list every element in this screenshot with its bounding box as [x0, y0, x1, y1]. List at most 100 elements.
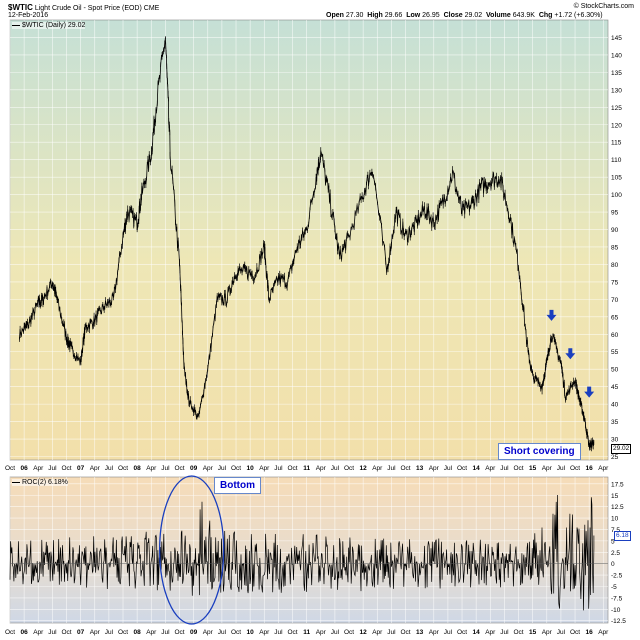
price-x-tick-label: 09 [190, 465, 198, 472]
roc-y-tick-label: 17.5 [611, 481, 624, 488]
price-x-tick-label: Oct [457, 465, 467, 472]
price-y-tick-label: 145 [611, 35, 622, 42]
price-x-ticks: Oct 06 Apr Jul Oct 07 Apr Jul Oct 08 Apr Jul Oct 09 Ap… [5, 465, 609, 472]
roc-x-tick-label: Oct [61, 629, 71, 636]
price-x-tick-label: 10 [247, 465, 255, 472]
roc-x-tick-label: Oct [400, 629, 410, 636]
price-legend-text: $WTIC (Daily) 29.02 [21, 22, 86, 29]
volume-value: 643.9K [512, 12, 535, 19]
roc-x-tick-label: Oct [513, 629, 523, 636]
roc-x-tick-label: 08 [134, 629, 142, 636]
price-x-tick-label: Apr [259, 465, 270, 472]
price-x-tick-label: Apr [429, 465, 440, 472]
roc-x-tick-label: 12 [360, 629, 368, 636]
price-x-tick-label: Oct [570, 465, 580, 472]
roc-y-tick-label: -2.5 [611, 573, 623, 580]
price-x-tick-label: Jul [218, 465, 227, 472]
roc-last-value: 6.18 [614, 531, 631, 541]
price-x-tick-label: Jul [48, 465, 57, 472]
price-x-tick-label: Apr [146, 465, 157, 472]
price-noise [19, 36, 595, 452]
roc-y-tick-label: 10 [611, 516, 619, 523]
price-x-tick-label: Apr [542, 465, 553, 472]
price-x-tick-label: Oct [174, 465, 184, 472]
roc-x-tick-label: 13 [416, 629, 424, 636]
price-y-tick-label: 75 [611, 279, 619, 286]
roc-x-tick-label: Apr [598, 629, 609, 636]
price-legend: $WTIC (Daily) 29.02 [12, 22, 86, 29]
roc-x-tick-label: 06 [21, 629, 29, 636]
price-y-tick-label: 90 [611, 227, 619, 234]
roc-x-tick-label: Jul [161, 629, 170, 636]
roc-x-tick-label: Apr [33, 629, 44, 636]
roc-x-tick-label: Apr [146, 629, 157, 636]
price-x-tick-label: Apr [485, 465, 496, 472]
roc-y-tick-label: 12.5 [611, 504, 624, 511]
roc-line [9, 494, 595, 611]
price-y-tick-label: 85 [611, 244, 619, 251]
price-x-tick-label: Jul [557, 465, 566, 472]
price-y-ticks: 25 30 35 40 45 50 55 60 65 70 75 80 85 90 95 100 105 110 1… [611, 35, 622, 461]
price-y-tick-label: 65 [611, 314, 619, 321]
roc-x-tick-label: Oct [118, 629, 128, 636]
roc-x-tick-label: Jul [500, 629, 509, 636]
roc-y-tick-label: -5 [611, 584, 617, 591]
roc-y-tick-label: -12.5 [611, 618, 626, 625]
price-x-tick-label: Jul [274, 465, 283, 472]
open-value: 27.30 [345, 12, 364, 19]
roc-legend-text: ROC(2) 6.18% [21, 479, 68, 486]
price-x-tick-label: Oct [5, 465, 15, 472]
roc-x-tick-label: 10 [247, 629, 255, 636]
low-label: Low [406, 12, 421, 19]
high-label: High [367, 12, 383, 19]
price-x-tick-label: Jul [105, 465, 114, 472]
roc-y-tick-label: 15 [611, 493, 619, 500]
roc-x-tick-label: Jul [48, 629, 57, 636]
bottom-ellipse [158, 475, 225, 625]
roc-x-tick-label: Oct [287, 629, 297, 636]
roc-x-tick-label: Jul [105, 629, 114, 636]
price-y-tick-label: 130 [611, 87, 622, 94]
price-x-tick-label: Apr [598, 465, 609, 472]
price-x-tick-label: Jul [500, 465, 509, 472]
price-x-tick-label: 11 [303, 465, 310, 472]
price-x-tick-label: 13 [416, 465, 424, 472]
price-x-tick-label: Oct [231, 465, 241, 472]
chg-label: Chg [538, 12, 553, 19]
roc-legend-swatch [12, 481, 20, 483]
price-y-tick-label: 45 [611, 384, 619, 391]
price-x-tick-label: 07 [77, 465, 85, 472]
price-y-tick-label: 35 [611, 419, 619, 426]
price-grid [9, 20, 608, 460]
down-arrow-icon [546, 309, 557, 321]
source-credit: © StockCharts.com [573, 3, 634, 10]
price-x-tick-label: Apr [372, 465, 383, 472]
roc-x-tick-label: Jul [274, 629, 283, 636]
price-x-tick-label: Oct [400, 465, 410, 472]
roc-series [9, 494, 608, 611]
roc-x-tick-label: Apr [372, 629, 383, 636]
price-x-tick-label: Jul [387, 465, 396, 472]
roc-x-tick-label: Jul [387, 629, 396, 636]
price-y-tick-label: 30 [611, 437, 619, 444]
price-y-tick-label: 120 [611, 122, 622, 129]
price-x-tick-label: 12 [360, 465, 368, 472]
close-label: Close [443, 12, 463, 19]
price-y-tick-label: 110 [611, 157, 622, 164]
roc-x-tick-label: Oct [174, 629, 184, 636]
price-x-tick-label: Apr [33, 465, 44, 472]
price-x-tick-label: Oct [287, 465, 297, 472]
instrument-name: Light Crude Oil - Spot Price (EOD) CME [34, 5, 160, 12]
price-y-tick-label: 55 [611, 349, 619, 356]
price-last-value: 29.02 [611, 444, 632, 454]
price-y-tick-label: 25 [611, 454, 619, 461]
roc-x-tick-label: Apr [316, 629, 327, 636]
price-x-tick-label: Apr [203, 465, 214, 472]
price-y-tick-label: 80 [611, 262, 619, 269]
roc-x-tick-label: Apr [485, 629, 496, 636]
price-y-tick-label: 100 [611, 192, 622, 199]
price-x-tick-label: Jul [161, 465, 170, 472]
roc-y-tick-label: -10 [611, 607, 621, 614]
price-x-tick-label: 08 [134, 465, 142, 472]
